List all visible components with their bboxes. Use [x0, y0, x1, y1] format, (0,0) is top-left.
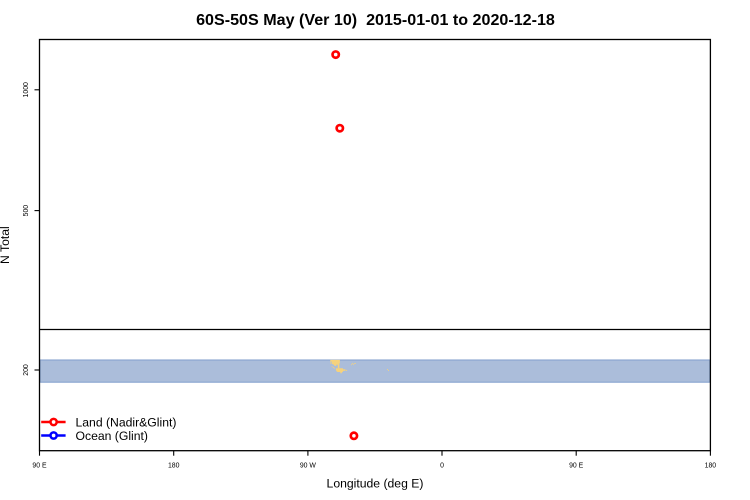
svg-text:180: 180 — [705, 462, 717, 469]
svg-text:500: 500 — [23, 205, 30, 217]
svg-text:60S-50S May (Ver 10) 2015-01-: 60S-50S May (Ver 10) 2015-01-01 to 2020-… — [196, 11, 555, 29]
svg-text:N Total: N Total — [0, 226, 12, 264]
svg-text:90 E: 90 E — [32, 462, 47, 469]
svg-text:90 E: 90 E — [569, 462, 584, 469]
svg-text:1000: 1000 — [23, 82, 30, 97]
svg-text:180: 180 — [168, 462, 180, 469]
svg-text:Land (Nadir&Glint): Land (Nadir&Glint) — [76, 415, 177, 429]
svg-text:0: 0 — [440, 462, 444, 469]
svg-text:200: 200 — [23, 364, 30, 376]
svg-text:Ocean (Glint): Ocean (Glint) — [76, 429, 148, 443]
svg-text:Longitude (deg E): Longitude (deg E) — [327, 477, 424, 491]
svg-text:90 W: 90 W — [300, 462, 317, 469]
